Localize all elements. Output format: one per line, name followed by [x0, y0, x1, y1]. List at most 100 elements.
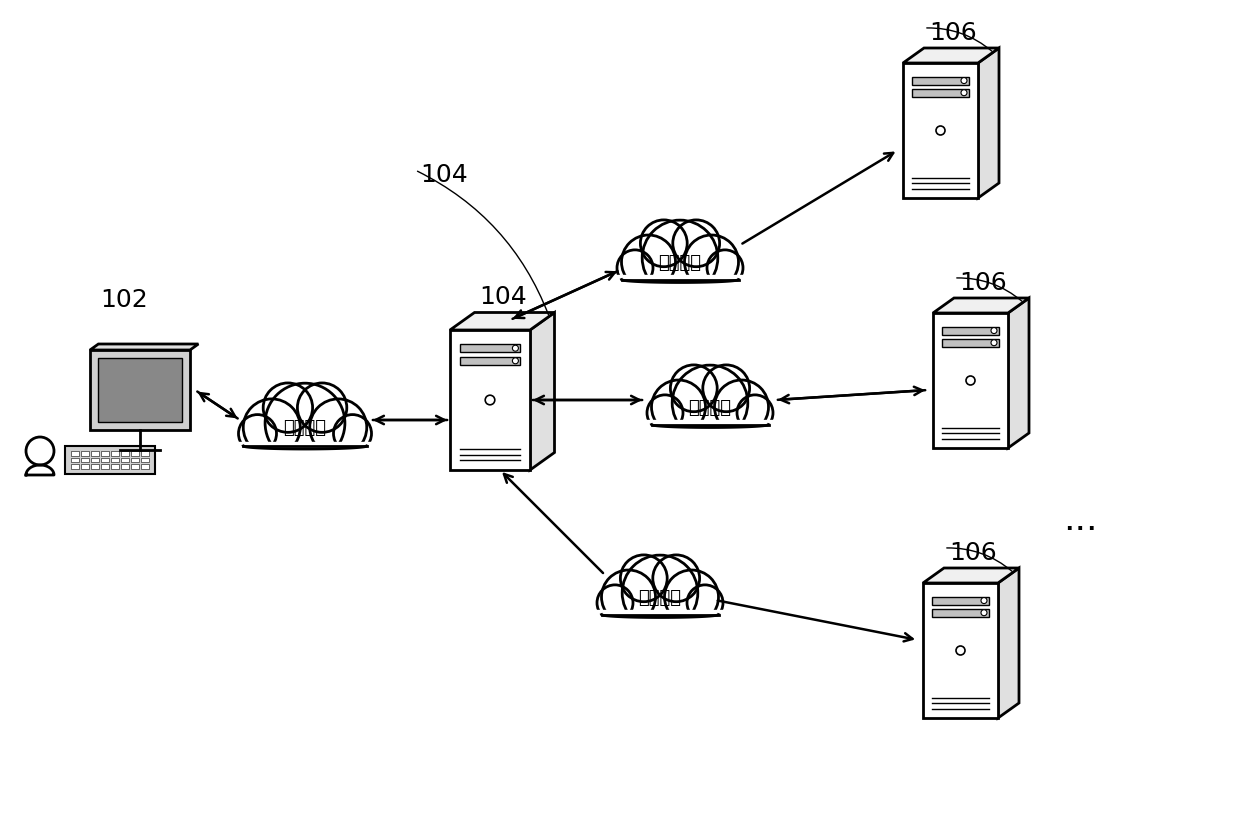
Bar	[100, 464, 109, 469]
Bar	[460, 356, 521, 365]
Bar	[81, 457, 89, 462]
Circle shape	[956, 646, 965, 655]
Circle shape	[981, 598, 987, 604]
Circle shape	[596, 585, 632, 621]
Bar	[112, 451, 119, 456]
Polygon shape	[91, 350, 190, 430]
Bar	[131, 451, 139, 456]
Bar	[911, 77, 968, 84]
Bar	[234, 442, 376, 479]
Circle shape	[714, 380, 769, 434]
Polygon shape	[450, 330, 529, 470]
Circle shape	[671, 365, 717, 412]
Circle shape	[265, 383, 345, 463]
Polygon shape	[903, 48, 999, 63]
Circle shape	[687, 585, 723, 621]
Bar	[932, 609, 990, 617]
Polygon shape	[903, 63, 978, 198]
Bar	[942, 327, 999, 335]
Circle shape	[243, 399, 300, 456]
Bar	[100, 451, 109, 456]
Polygon shape	[923, 568, 1019, 583]
Circle shape	[966, 376, 975, 385]
Circle shape	[703, 365, 750, 412]
Text: 网络连接: 网络连接	[639, 589, 682, 607]
Text: 104: 104	[420, 163, 467, 187]
Polygon shape	[26, 465, 55, 475]
Text: 102: 102	[100, 288, 148, 312]
Circle shape	[334, 414, 372, 452]
Polygon shape	[1008, 298, 1029, 448]
Bar	[98, 358, 182, 422]
Circle shape	[310, 399, 367, 456]
Polygon shape	[621, 280, 739, 287]
Circle shape	[642, 220, 718, 296]
Text: 104: 104	[480, 285, 527, 309]
Circle shape	[298, 383, 347, 433]
Circle shape	[26, 437, 55, 465]
Circle shape	[652, 555, 699, 602]
Text: 网络连接: 网络连接	[658, 254, 702, 272]
Bar	[64, 446, 155, 474]
Bar	[122, 457, 129, 462]
Polygon shape	[91, 344, 198, 350]
Circle shape	[684, 235, 739, 289]
Circle shape	[673, 220, 719, 266]
Circle shape	[622, 555, 698, 631]
Polygon shape	[243, 446, 367, 454]
Circle shape	[737, 394, 773, 431]
Circle shape	[981, 609, 987, 615]
Text: 网络连接: 网络连接	[284, 419, 326, 437]
Polygon shape	[932, 313, 1008, 448]
Polygon shape	[601, 614, 718, 622]
Circle shape	[961, 89, 967, 96]
Bar	[71, 451, 79, 456]
Bar	[141, 451, 149, 456]
Text: 106: 106	[929, 21, 977, 45]
Bar	[131, 457, 139, 462]
Bar	[131, 464, 139, 469]
Bar	[122, 464, 129, 469]
Bar	[911, 88, 968, 97]
Circle shape	[621, 235, 676, 289]
Polygon shape	[651, 424, 769, 433]
Circle shape	[618, 250, 653, 286]
Polygon shape	[978, 48, 999, 198]
Circle shape	[991, 327, 997, 333]
Bar	[593, 610, 728, 646]
Bar	[112, 457, 119, 462]
Bar	[100, 457, 109, 462]
Bar	[613, 275, 748, 311]
Circle shape	[640, 220, 687, 266]
Circle shape	[263, 383, 312, 433]
Bar	[141, 464, 149, 469]
Bar	[642, 420, 777, 456]
Circle shape	[961, 78, 967, 84]
Polygon shape	[932, 298, 1029, 313]
Circle shape	[512, 358, 518, 364]
Polygon shape	[529, 313, 554, 470]
Bar	[91, 464, 99, 469]
Bar	[71, 457, 79, 462]
Circle shape	[651, 380, 706, 434]
Circle shape	[672, 366, 748, 441]
Bar	[81, 451, 89, 456]
Circle shape	[665, 570, 718, 624]
Bar	[71, 464, 79, 469]
Circle shape	[601, 570, 656, 624]
Bar	[112, 464, 119, 469]
Bar	[91, 457, 99, 462]
Polygon shape	[923, 583, 998, 718]
Circle shape	[707, 250, 743, 286]
Text: 106: 106	[949, 541, 997, 565]
Circle shape	[936, 126, 945, 135]
Circle shape	[238, 414, 277, 452]
Bar	[141, 457, 149, 462]
Circle shape	[647, 394, 683, 431]
Circle shape	[991, 340, 997, 346]
Polygon shape	[450, 313, 554, 330]
Circle shape	[512, 345, 518, 351]
Bar	[932, 596, 990, 605]
Text: ...: ...	[1063, 503, 1097, 537]
Circle shape	[620, 555, 667, 602]
